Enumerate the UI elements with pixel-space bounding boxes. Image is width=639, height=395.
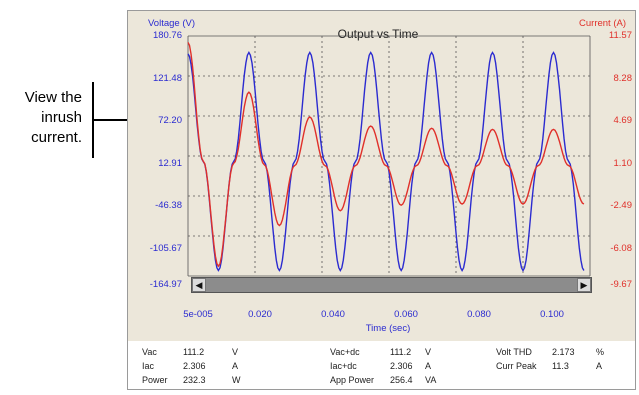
curr-peak-unit: A — [596, 361, 603, 371]
volt-thd-value: 2.173 — [552, 347, 575, 357]
y-right-tick: -2.49 — [610, 200, 632, 211]
vacdc-value: 111.2 — [390, 347, 412, 357]
callout-line-3: current. — [31, 129, 82, 146]
y-right-tick: -9.67 — [610, 279, 632, 290]
callout-bracket — [92, 82, 94, 158]
y-right-tick: 1.10 — [613, 158, 633, 169]
series-lines — [187, 42, 585, 272]
power-value: 232.3 — [183, 375, 206, 385]
y-left-tick: 121.48 — [152, 73, 182, 84]
iacdc-value: 2.306 — [390, 361, 413, 371]
y-left-tick: 72.20 — [158, 115, 182, 126]
chart-title: Output vs Time — [337, 27, 419, 41]
x-tick: 0.080 — [467, 309, 491, 320]
iac-unit: A — [232, 361, 239, 371]
vac-value: 111.2 — [183, 347, 205, 357]
x-tick: 5e-005 — [183, 309, 213, 320]
scroll-right-button[interactable]: ▶ — [577, 278, 591, 292]
y-left-tick: -46.38 — [155, 200, 182, 211]
y-right-title: Current (A) — [579, 18, 626, 29]
scroll-left-button[interactable]: ◀ — [192, 278, 206, 292]
y-left-tick: -164.97 — [149, 279, 182, 290]
x-tick: 0.100 — [540, 309, 564, 320]
y-right-tick: 4.69 — [613, 115, 633, 126]
volt-thd-label: Volt THD — [496, 347, 532, 357]
voltage-series-line — [187, 51, 585, 272]
y-right-tick: 11.57 — [608, 30, 632, 41]
iacdc-label: Iac+dc — [330, 361, 357, 371]
grid-lines — [187, 35, 591, 277]
power-unit: W — [232, 375, 241, 385]
vac-unit: V — [232, 347, 239, 357]
vac-label: Vac — [142, 347, 157, 357]
arrow-left-icon: ◀ — [195, 279, 203, 290]
y-left-tick: -105.67 — [149, 243, 182, 254]
y-right-tick: 8.28 — [613, 73, 633, 84]
volt-thd-unit: % — [596, 347, 605, 357]
y-left-tick: 180.76 — [152, 30, 182, 41]
y-left-tick: 12.91 — [158, 158, 182, 169]
readings-panel: Vac 111.2 V Iac 2.306 A Power 232.3 W Va… — [128, 341, 635, 389]
x-tick: 0.040 — [321, 309, 345, 320]
scope-panel: Voltage (V) Output vs Time Current (A) 1… — [127, 10, 636, 390]
curr-peak-label: Curr Peak — [496, 361, 537, 371]
callout-line-1: View the — [24, 89, 82, 106]
current-series-line — [187, 42, 585, 268]
y-right-tick: -6.08 — [610, 243, 632, 254]
app-power-label: App Power — [330, 375, 375, 385]
curr-peak-value: 11.3 — [552, 361, 569, 371]
callout-line-2: inrush — [41, 109, 82, 126]
vacdc-unit: V — [425, 347, 432, 357]
arrow-right-icon: ▶ — [580, 279, 588, 290]
time-scrollbar[interactable]: ◀ ▶ — [191, 277, 592, 293]
x-tick: 0.060 — [394, 309, 418, 320]
x-axis-label: Time (sec) — [365, 323, 411, 334]
iac-label: Iac — [142, 361, 155, 371]
app-power-unit: VA — [425, 375, 437, 385]
iac-value: 2.306 — [183, 361, 206, 371]
waveform-chart — [187, 35, 591, 277]
y-left-title: Voltage (V) — [148, 18, 195, 29]
callout-text: View the inrush current. — [0, 88, 82, 148]
vacdc-label: Vac+dc — [330, 347, 360, 357]
x-tick: 0.020 — [248, 309, 272, 320]
app-power-value: 256.4 — [390, 375, 413, 385]
iacdc-unit: A — [425, 361, 432, 371]
power-label: Power — [142, 375, 168, 385]
